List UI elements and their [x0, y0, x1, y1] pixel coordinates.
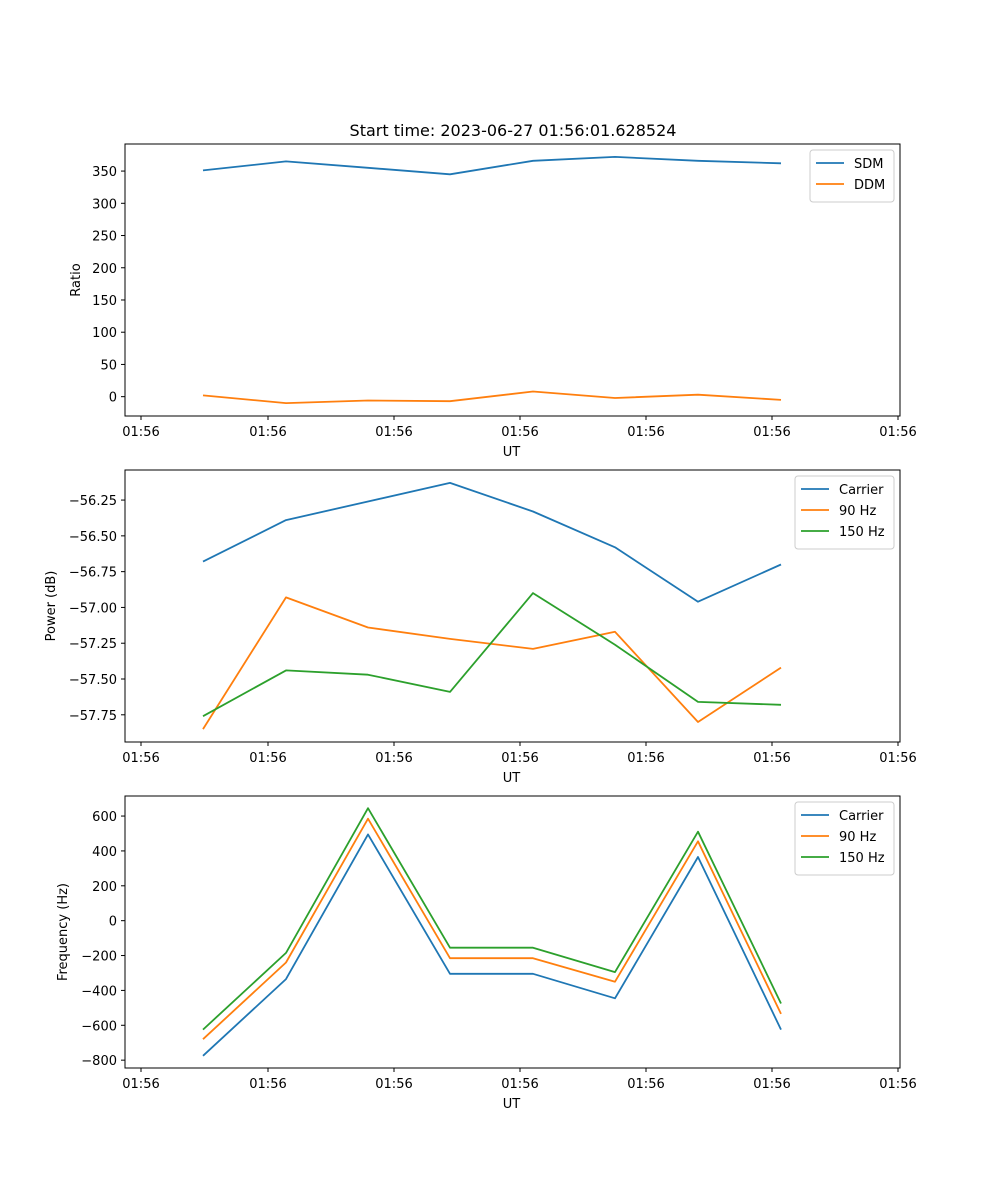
series-line-carrier — [202, 481, 782, 603]
legend-label: Carrier — [839, 483, 884, 498]
x-tick-label: 01:56 — [375, 751, 412, 766]
x-tick-label: 01:56 — [122, 1077, 159, 1092]
y-tick-label: −57.25 — [69, 637, 117, 652]
legend-label: 150 Hz — [839, 525, 885, 540]
legend-label: 150 Hz — [839, 851, 885, 866]
y-tick-label: −600 — [81, 1019, 117, 1034]
y-tick-label: −400 — [81, 984, 117, 999]
x-axis-title: UT — [503, 1097, 521, 1112]
y-tick-label: −56.75 — [69, 566, 117, 581]
frequency-panel: −800 −600 −400 −200 0 200 400 600 01:56 01:56 01:5… — [56, 795, 917, 1112]
series-line-90-hz — [202, 596, 782, 730]
x-tick-label: 01:56 — [501, 425, 538, 440]
x-tick-label: 01:56 — [122, 425, 159, 440]
y-tick-label: 200 — [92, 880, 117, 895]
y-tick-label: 300 — [92, 197, 117, 212]
y-axis-title: Frequency (Hz) — [56, 883, 71, 981]
series-line-150-hz — [202, 807, 782, 1031]
legend-label: DDM — [854, 178, 885, 193]
x-tick-label: 01:56 — [249, 1077, 286, 1092]
plot-frame — [124, 143, 901, 417]
x-tick-label: 01:56 — [879, 1077, 916, 1092]
y-tick-label: 150 — [92, 294, 117, 309]
power-panel: −57.75 −57.50 −57.25 −57.00 −56.75 −56.50 −56.… — [44, 469, 917, 786]
x-tick-label: 01:56 — [627, 425, 664, 440]
legend-label: 90 Hz — [839, 830, 876, 845]
plot-frame — [124, 469, 901, 743]
x-tick-label: 01:56 — [501, 751, 538, 766]
x-tick-label: 01:56 — [753, 1077, 790, 1092]
y-tick-label: 0 — [109, 391, 117, 406]
y-tick-label: 100 — [92, 326, 117, 341]
x-tick-label: 01:56 — [122, 751, 159, 766]
y-tick-label: 350 — [92, 165, 117, 180]
x-tick-label: 01:56 — [753, 751, 790, 766]
x-tick-label: 01:56 — [249, 425, 286, 440]
x-axis-title: UT — [503, 445, 521, 460]
y-tick-label: −57.75 — [69, 709, 117, 724]
series-line-carrier — [202, 833, 782, 1057]
y-tick-label: −57.50 — [69, 673, 117, 688]
plot-frame — [124, 795, 901, 1069]
x-tick-label: 01:56 — [249, 751, 286, 766]
x-tick-label: 01:56 — [375, 1077, 412, 1092]
x-tick-label: 01:56 — [879, 751, 916, 766]
x-tick-label: 01:56 — [375, 425, 412, 440]
ratio-panel: 0 50 100 150 200 250 300 350 01:56 01:56 01:56 01:5… — [69, 143, 917, 460]
x-tick-label: 01:56 — [627, 751, 664, 766]
series-line-150-hz — [202, 592, 782, 717]
legend-label: 90 Hz — [839, 504, 876, 519]
legend-label: SDM — [854, 157, 883, 172]
y-axis-title: Power (dB) — [44, 571, 59, 642]
x-tick-label: 01:56 — [501, 1077, 538, 1092]
series-line-ddm — [202, 390, 782, 405]
series-line-90-hz — [202, 817, 782, 1040]
y-tick-label: 50 — [100, 358, 117, 373]
chart-title: Start time: 2023-06-27 01:56:01.628524 — [350, 121, 677, 140]
y-tick-label: −200 — [81, 950, 117, 965]
series-line-sdm — [202, 155, 782, 176]
x-tick-label: 01:56 — [753, 425, 790, 440]
y-tick-label: 200 — [92, 262, 117, 277]
legend-label: Carrier — [839, 809, 884, 824]
y-axis-title: Ratio — [69, 263, 84, 296]
y-tick-label: −800 — [81, 1054, 117, 1069]
y-tick-label: −57.00 — [69, 601, 117, 616]
y-tick-label: 600 — [92, 810, 117, 825]
y-tick-label: −56.50 — [69, 530, 117, 545]
y-tick-label: 400 — [92, 845, 117, 860]
y-tick-label: 250 — [92, 230, 117, 245]
x-axis-title: UT — [503, 771, 521, 786]
x-tick-label: 01:56 — [879, 425, 916, 440]
y-tick-label: 0 — [109, 915, 117, 930]
y-tick-label: −56.25 — [69, 494, 117, 509]
x-tick-label: 01:56 — [627, 1077, 664, 1092]
